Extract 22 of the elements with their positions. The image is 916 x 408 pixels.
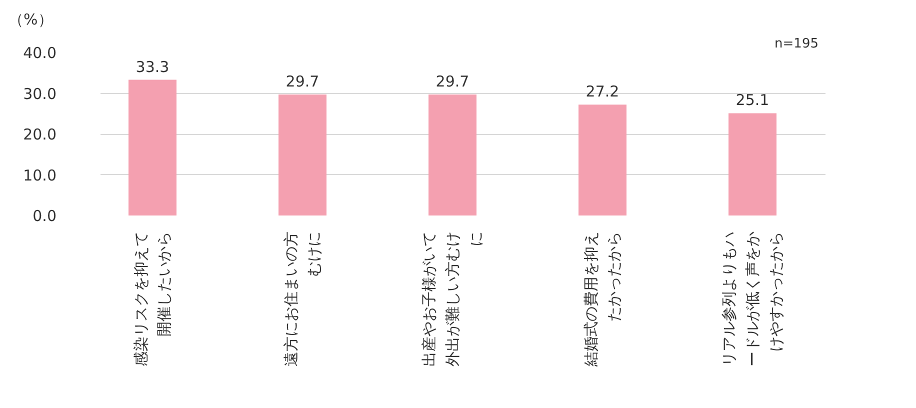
x-tick-label: リアル参列よりもハードルが低く声をかけやすかったから [720, 232, 785, 366]
text: n=195 [774, 36, 819, 52]
y-tick-label: 40.0 [23, 44, 57, 62]
y-axis-title: （%） [8, 10, 53, 28]
y-tick-label: 10.0 [23, 166, 57, 184]
bar [428, 94, 476, 216]
x-tick-label: 遠方にお住まいの方むけに [282, 232, 324, 366]
y-tick-label: 30.0 [23, 84, 57, 103]
bar [128, 80, 176, 216]
y-tick-label: 20.0 [23, 126, 57, 144]
x-tick-label: 結婚式の費用を抑えたかったから [582, 232, 624, 368]
y-tick-label: 0.0 [32, 207, 57, 225]
bar [578, 104, 626, 216]
data-label: 33.3 [136, 58, 170, 76]
bar [728, 113, 776, 216]
data-label: 27.2 [586, 82, 620, 101]
bar [278, 94, 326, 216]
data-label: 29.7 [286, 72, 320, 90]
x-tick-label: 感染リスクを抑えて開催したいから [132, 232, 174, 366]
data-label: 29.7 [436, 72, 470, 90]
x-tick-label: 出産やお子様がいて外出が難しい方むけに [420, 232, 485, 366]
data-label: 25.1 [736, 91, 770, 110]
